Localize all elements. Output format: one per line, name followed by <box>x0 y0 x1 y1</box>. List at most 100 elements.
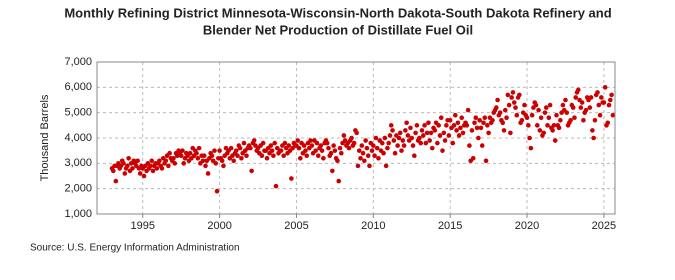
data-point <box>588 95 594 100</box>
data-point <box>608 97 613 103</box>
data-point <box>552 138 558 143</box>
data-point <box>337 145 343 151</box>
data-point <box>321 155 326 161</box>
source-note: Source: U.S. Energy Information Administ… <box>30 243 240 254</box>
data-point <box>341 133 347 138</box>
data-point <box>149 158 155 164</box>
data-point <box>563 97 568 103</box>
data-point <box>420 133 426 138</box>
y-tick-label: 6,000 <box>64 81 92 93</box>
data-point <box>502 107 508 113</box>
data-point <box>150 168 156 174</box>
data-point <box>135 158 140 164</box>
data-point <box>194 150 199 156</box>
data-point <box>301 143 307 148</box>
data-point <box>110 168 116 174</box>
data-point <box>581 117 586 123</box>
data-point <box>597 112 603 118</box>
data-point <box>602 85 608 90</box>
data-point <box>401 143 407 148</box>
data-point <box>271 153 276 159</box>
data-point <box>172 161 178 166</box>
data-point <box>171 155 176 161</box>
data-point <box>541 130 546 136</box>
data-point <box>556 125 562 131</box>
data-point <box>572 115 577 121</box>
data-point <box>187 150 193 156</box>
data-point <box>477 117 482 123</box>
data-point <box>367 163 372 169</box>
data-point <box>315 153 321 159</box>
data-point <box>356 148 362 153</box>
data-point <box>148 163 153 169</box>
data-point <box>543 105 549 110</box>
data-point <box>536 107 541 113</box>
data-point <box>550 128 555 133</box>
data-point <box>599 95 604 100</box>
x-tick-label: 1995 <box>131 220 155 232</box>
data-point <box>570 105 576 110</box>
data-point <box>181 161 187 166</box>
data-point <box>269 148 275 153</box>
data-point <box>429 145 435 151</box>
data-point <box>441 130 447 136</box>
data-point <box>314 140 320 146</box>
data-point <box>456 133 462 138</box>
data-point <box>482 115 488 121</box>
data-point <box>545 123 550 128</box>
data-point <box>154 166 160 171</box>
data-point <box>296 145 302 151</box>
data-point <box>609 92 614 98</box>
data-point <box>364 145 370 151</box>
data-point <box>408 125 413 131</box>
data-point <box>228 145 234 151</box>
data-point <box>478 125 484 131</box>
data-point <box>369 148 375 153</box>
data-point <box>568 117 573 123</box>
data-point <box>235 153 240 159</box>
data-point <box>605 120 611 126</box>
data-point <box>392 150 398 156</box>
y-tick-label: 5,000 <box>64 107 92 119</box>
data-point <box>595 90 600 95</box>
data-point <box>237 145 243 151</box>
data-point <box>355 163 361 169</box>
data-point <box>591 135 596 141</box>
data-point <box>214 188 220 194</box>
data-point <box>309 143 315 148</box>
data-point <box>473 115 479 121</box>
data-point <box>251 138 257 143</box>
data-point <box>221 163 226 169</box>
data-point <box>209 153 215 159</box>
data-point <box>426 120 431 126</box>
data-point <box>331 143 336 148</box>
data-point <box>231 158 236 164</box>
data-point <box>201 153 207 159</box>
data-point <box>412 153 417 159</box>
data-point <box>551 123 557 128</box>
data-point <box>387 133 393 138</box>
data-point <box>303 148 308 153</box>
data-point <box>455 120 461 126</box>
data-point <box>272 140 277 146</box>
data-point <box>442 138 448 143</box>
data-point <box>249 168 254 174</box>
data-point <box>379 140 385 146</box>
data-point <box>113 178 119 184</box>
data-point <box>522 102 527 108</box>
data-point <box>318 143 324 148</box>
data-point <box>526 123 531 128</box>
data-point <box>260 140 266 146</box>
data-point <box>495 97 500 103</box>
data-point <box>383 163 389 169</box>
data-point <box>547 102 553 108</box>
data-point <box>438 115 444 121</box>
data-point <box>458 125 463 131</box>
data-point <box>413 130 418 136</box>
data-point <box>504 115 509 121</box>
y-tick-label: 4,000 <box>64 132 92 144</box>
data-point <box>336 178 342 184</box>
data-point <box>157 158 162 164</box>
data-point <box>419 128 425 133</box>
data-point <box>298 155 303 161</box>
